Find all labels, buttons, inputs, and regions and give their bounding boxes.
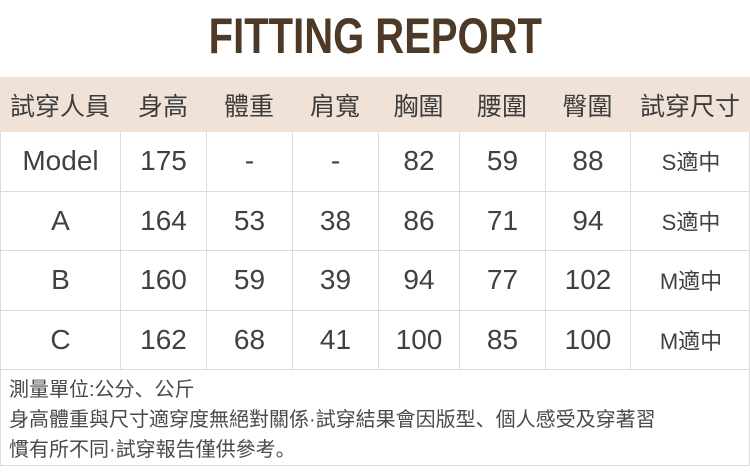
cell-tester: Model (1, 132, 121, 191)
col-header-waist: 腰圍 (476, 92, 527, 121)
note-disclaimer-2: 慣有所不同·試穿報告僅供參考。 (9, 439, 296, 461)
cell-hip: 88 (546, 132, 631, 191)
table-row-c: C 162 68 41 100 85 100 M適中 (1, 310, 749, 370)
cell-weight: 53 (207, 191, 293, 250)
cell-chest: 82 (379, 132, 460, 191)
cell-weight: 59 (207, 251, 293, 310)
col-header-shoulder: 肩寬 (309, 92, 360, 121)
cell-height: 160 (121, 251, 207, 310)
cell-waist: 85 (460, 310, 546, 369)
cell-waist: 77 (460, 251, 546, 310)
note-disclaimer-1: 身高體重與尺寸適穿度無絕對關係·試穿結果會因版型、個人感受及穿著習 (9, 409, 656, 431)
cell-weight: - (207, 132, 293, 191)
cell-waist: 71 (460, 191, 546, 250)
cell-chest: 86 (379, 191, 460, 250)
fitting-table-header: 試穿人員 身高 體重 肩寬 胸圍 腰圍 臀圍 試穿尺寸 (0, 77, 750, 132)
cell-tester: A (1, 191, 121, 250)
cell-tester: B (1, 251, 121, 310)
cell-shoulder: 41 (293, 310, 379, 369)
note-units: 測量單位:公分、公斤 (9, 379, 195, 401)
col-header-height: 身高 (137, 92, 188, 121)
measurement-notes: 測量單位:公分、公斤 身高體重與尺寸適穿度無絕對關係·試穿結果會因版型、個人感受… (1, 370, 749, 465)
fitting-table-body: Model 175 - - 82 59 88 S適中 A 164 53 38 8… (0, 132, 750, 466)
table-row-a: A 164 53 38 86 71 94 S適中 (1, 191, 749, 251)
cell-fit-size: M適中 (659, 328, 723, 354)
cell-chest: 94 (379, 251, 460, 310)
table-row-b: B 160 59 39 94 77 102 M適中 (1, 251, 749, 311)
report-title-bar: FITTING REPORT (0, 0, 750, 77)
page-title: FITTING REPORT (208, 8, 542, 64)
table-row-model: Model 175 - - 82 59 88 S適中 (1, 132, 749, 192)
cell-shoulder: 39 (293, 251, 379, 310)
cell-height: 162 (121, 310, 207, 369)
cell-weight: 68 (207, 310, 293, 369)
col-header-tester: 試穿人員 (9, 92, 110, 121)
cell-waist: 59 (460, 132, 546, 191)
col-header-chest: 胸圍 (393, 92, 444, 121)
col-header-weight: 體重 (223, 92, 274, 121)
cell-height: 164 (121, 191, 207, 250)
cell-shoulder: 38 (293, 191, 379, 250)
col-header-hip: 臀圍 (562, 92, 613, 121)
cell-height: 175 (121, 132, 207, 191)
cell-hip: 100 (546, 310, 631, 369)
cell-hip: 102 (546, 251, 631, 310)
cell-fit-size: S適中 (661, 209, 721, 235)
cell-tester: C (1, 310, 121, 369)
cell-fit-size: S適中 (661, 150, 721, 176)
cell-fit-size: M適中 (659, 269, 723, 295)
cell-hip: 94 (546, 191, 631, 250)
col-header-size: 試穿尺寸 (639, 92, 740, 121)
cell-chest: 100 (379, 310, 460, 369)
cell-shoulder: - (293, 132, 379, 191)
